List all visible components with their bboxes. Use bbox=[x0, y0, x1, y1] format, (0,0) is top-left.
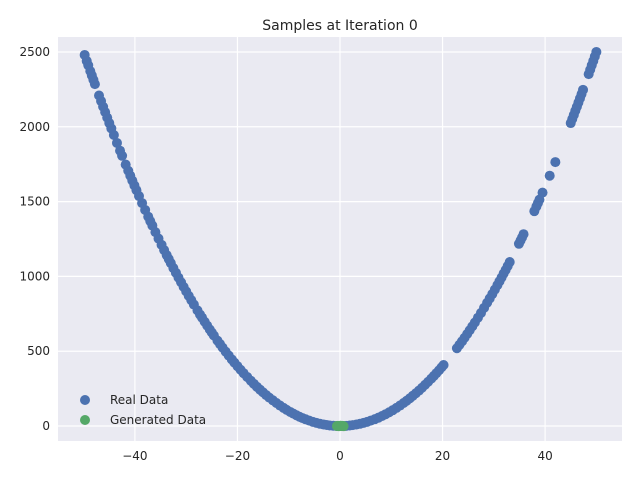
y-tick-label: 0 bbox=[42, 419, 50, 433]
series-0 bbox=[79, 46, 602, 432]
legend-label: Generated Data bbox=[110, 413, 206, 427]
legend-label: Real Data bbox=[110, 393, 168, 407]
data-point bbox=[537, 187, 548, 198]
y-tick-label: 1500 bbox=[19, 195, 50, 209]
y-tick-label: 1000 bbox=[19, 269, 50, 283]
data-point bbox=[89, 79, 100, 90]
series-1 bbox=[331, 420, 349, 432]
grid-lines bbox=[58, 37, 622, 441]
y-tick-label: 2500 bbox=[19, 45, 50, 59]
data-point bbox=[117, 150, 128, 161]
y-axis-ticks: 0 500 1000 1500 2000 2500 bbox=[19, 45, 50, 433]
data-point bbox=[504, 257, 515, 268]
x-tick-label: −20 bbox=[225, 449, 250, 463]
chart-title: Samples at Iteration 0 bbox=[262, 18, 418, 34]
data-point bbox=[578, 84, 589, 95]
data-point bbox=[111, 137, 122, 148]
legend-marker bbox=[80, 415, 90, 425]
data-point bbox=[591, 46, 602, 57]
x-tick-label: 40 bbox=[537, 449, 552, 463]
y-tick-label: 500 bbox=[27, 344, 50, 358]
x-tick-label: 0 bbox=[336, 449, 344, 463]
data-point bbox=[438, 359, 449, 370]
data-point bbox=[518, 229, 529, 240]
data-point bbox=[544, 170, 555, 181]
y-tick-label: 2000 bbox=[19, 120, 50, 134]
data-point bbox=[108, 130, 119, 141]
x-tick-label: 20 bbox=[435, 449, 450, 463]
legend: Real Data Generated Data bbox=[80, 393, 206, 427]
data-point bbox=[336, 420, 347, 431]
x-tick-label: −40 bbox=[122, 449, 147, 463]
x-axis-ticks: −40 −20 0 20 40 bbox=[122, 449, 552, 463]
data-points bbox=[79, 46, 602, 432]
legend-marker bbox=[80, 395, 90, 405]
data-point bbox=[550, 157, 561, 168]
